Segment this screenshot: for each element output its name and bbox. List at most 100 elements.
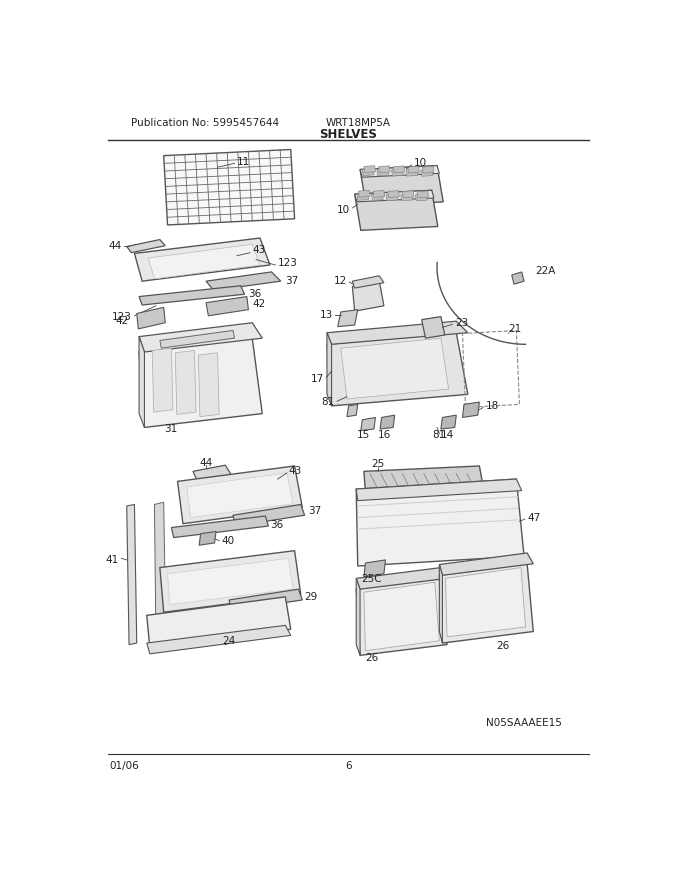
Polygon shape [199,532,216,546]
Text: 18: 18 [486,401,499,411]
Text: 81: 81 [432,430,446,440]
Polygon shape [327,333,468,406]
Text: 10: 10 [337,204,350,215]
Text: 37: 37 [286,276,299,286]
Polygon shape [193,466,231,481]
Text: 01/06: 01/06 [109,761,139,771]
Polygon shape [362,169,374,176]
Polygon shape [377,169,388,176]
Text: 25C: 25C [362,574,382,584]
Text: 25: 25 [371,459,384,469]
Polygon shape [408,166,420,173]
Polygon shape [356,568,447,590]
Polygon shape [421,169,432,176]
Polygon shape [439,564,533,643]
Text: 26: 26 [496,642,509,651]
Polygon shape [386,194,398,201]
Polygon shape [147,626,291,654]
Polygon shape [160,551,301,612]
Polygon shape [139,338,262,428]
Polygon shape [360,165,443,206]
Polygon shape [137,307,165,329]
Text: 41: 41 [106,555,119,565]
Polygon shape [364,560,386,577]
Text: 14: 14 [441,430,454,440]
Polygon shape [356,578,447,656]
Text: 36: 36 [248,290,262,299]
Polygon shape [233,504,305,526]
Polygon shape [355,190,434,202]
Polygon shape [352,275,384,288]
Polygon shape [361,417,375,430]
Polygon shape [126,239,165,253]
Text: 16: 16 [378,430,391,440]
Polygon shape [364,466,483,492]
Polygon shape [360,165,439,177]
Polygon shape [401,194,412,201]
Text: 11: 11 [237,157,250,167]
Text: 13: 13 [320,310,333,320]
Polygon shape [206,272,281,290]
Polygon shape [392,169,403,176]
Polygon shape [167,558,293,605]
Polygon shape [327,333,332,406]
Polygon shape [139,286,245,305]
Polygon shape [135,238,270,282]
Polygon shape [356,479,522,501]
Polygon shape [341,338,449,399]
Polygon shape [139,323,262,352]
Polygon shape [364,583,439,651]
Polygon shape [445,568,526,637]
Polygon shape [199,353,219,416]
Text: SHELVES: SHELVES [320,128,377,141]
Polygon shape [355,190,438,231]
Polygon shape [441,415,456,429]
Polygon shape [357,194,369,201]
Polygon shape [403,191,414,198]
Polygon shape [347,404,358,416]
Polygon shape [379,165,390,172]
Polygon shape [206,297,248,316]
Text: 47: 47 [527,512,541,523]
Text: 81: 81 [322,397,335,407]
Text: 36: 36 [270,520,283,531]
Polygon shape [356,479,524,566]
Polygon shape [422,166,434,173]
Polygon shape [327,321,468,344]
Polygon shape [373,190,385,197]
Polygon shape [439,565,443,643]
Polygon shape [512,272,524,284]
Polygon shape [175,350,196,414]
Text: Publication No: 5995457644: Publication No: 5995457644 [131,118,279,128]
Polygon shape [139,336,144,428]
Text: 40: 40 [222,536,235,546]
Polygon shape [417,191,428,198]
Text: 43: 43 [252,246,265,255]
Text: 123: 123 [277,259,298,268]
Text: 22A: 22A [535,266,555,276]
Polygon shape [148,244,260,279]
Polygon shape [380,415,394,429]
Text: 44: 44 [108,241,121,251]
Polygon shape [229,590,303,611]
Text: 15: 15 [357,430,371,440]
Polygon shape [422,317,445,338]
Polygon shape [171,516,269,538]
Polygon shape [415,194,427,201]
Polygon shape [358,190,370,197]
Polygon shape [338,310,358,326]
Polygon shape [160,330,235,348]
Text: 29: 29 [304,592,317,602]
Polygon shape [364,165,375,172]
Polygon shape [152,348,173,412]
Text: 37: 37 [307,506,321,516]
Polygon shape [187,473,293,517]
Polygon shape [371,194,383,201]
Text: 42: 42 [252,299,265,309]
Text: 42: 42 [116,316,129,326]
Text: 43: 43 [288,466,302,475]
Polygon shape [406,169,418,176]
Polygon shape [352,282,384,312]
Polygon shape [164,150,294,225]
Polygon shape [388,191,399,197]
